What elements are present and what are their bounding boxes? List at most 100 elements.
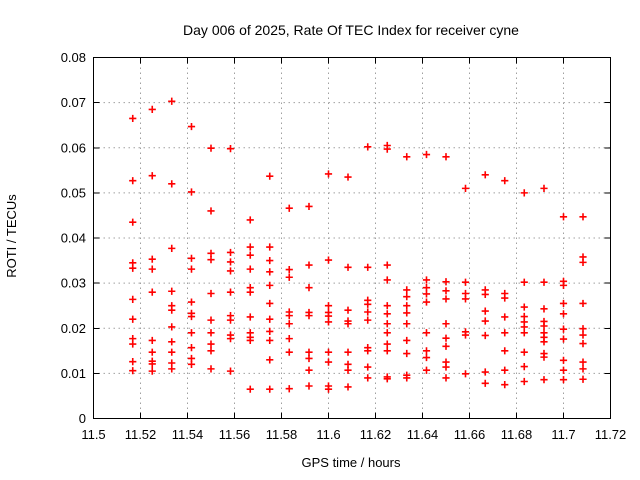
data-point-marker (266, 356, 274, 364)
data-point-marker (442, 374, 450, 382)
data-point-marker (187, 188, 196, 196)
x-tick-label: 11.58 (266, 427, 298, 442)
x-tick-label: 11.52 (125, 427, 157, 442)
y-tick-label: 0.08 (61, 50, 86, 65)
data-point-marker (226, 258, 235, 266)
x-tick-label: 11.6 (316, 427, 340, 442)
data-point-marker (207, 256, 215, 264)
x-tick-label: 11.62 (360, 427, 392, 442)
data-point-marker (305, 348, 313, 356)
data-point-marker (344, 173, 352, 181)
data-point-marker (207, 347, 215, 355)
data-point-marker (364, 347, 372, 355)
data-point-marker (579, 213, 587, 221)
data-point-marker (129, 315, 137, 323)
data-point-marker (501, 177, 509, 185)
data-point-marker (422, 353, 431, 362)
data-point-marker (168, 180, 176, 188)
data-point-marker (579, 365, 587, 373)
data-point-marker (579, 358, 587, 366)
data-point-marker (168, 287, 176, 295)
data-point-marker (344, 348, 352, 356)
data-point-marker (226, 316, 235, 324)
data-point-marker (207, 316, 215, 324)
data-point-marker (168, 97, 176, 105)
data-point-marker (187, 344, 196, 352)
data-point-marker (364, 308, 372, 316)
data-point-marker (344, 263, 352, 271)
data-point-marker (540, 184, 548, 192)
data-point-marker (148, 265, 156, 273)
data-point-marker (520, 329, 528, 337)
data-point-marker (364, 143, 372, 151)
data-point-marker (383, 302, 391, 310)
data-point-marker (403, 320, 411, 328)
data-point-marker (520, 348, 528, 356)
data-point-marker (207, 289, 215, 298)
data-point-marker (520, 189, 528, 197)
data-point-marker (481, 171, 489, 179)
data-point-marker (305, 261, 313, 269)
axes: 11.5 11.52 11.54 11.56 11.58 11.6 11.62 11.64 11… (61, 50, 627, 442)
data-point-marker (520, 377, 528, 386)
data-point-marker (129, 358, 137, 366)
data-point-marker (501, 347, 509, 355)
data-point-marker (442, 287, 450, 295)
data-point-marker (579, 299, 587, 308)
data-point-marker (383, 261, 391, 269)
data-point-marker (168, 365, 176, 373)
data-point-marker (226, 288, 235, 296)
data-point-marker (266, 268, 274, 276)
data-point-marker (285, 204, 293, 212)
data-point-marker (481, 317, 489, 325)
data-point-marker (501, 381, 509, 389)
data-point-marker (364, 263, 372, 271)
data-point-marker (344, 383, 352, 391)
data-point-marker (207, 365, 215, 373)
data-point-marker (422, 150, 431, 159)
data-point-marker (187, 254, 196, 262)
data-point-marker (187, 312, 196, 321)
data-point-marker (481, 379, 489, 387)
data-point-marker (559, 299, 568, 308)
data-point-marker (403, 153, 411, 161)
y-tick-label: 0 (79, 411, 86, 426)
y-tick-label: 0.05 (61, 185, 86, 200)
data-point-marker (383, 320, 391, 328)
data-point-marker (461, 331, 470, 339)
data-point-marker (540, 376, 548, 384)
data-point-marker (442, 363, 450, 371)
data-point-marker (266, 336, 274, 345)
data-point-marker (285, 273, 293, 281)
data-point-marker (129, 367, 137, 375)
data-point-marker (442, 320, 450, 328)
data-point-marker (520, 278, 528, 286)
data-point-marker (364, 300, 372, 308)
data-point-marker (148, 105, 156, 113)
data-point-marker (540, 278, 548, 286)
data-point-marker (422, 347, 431, 355)
data-point-marker (207, 340, 215, 348)
data-point-marker (403, 374, 411, 382)
data-point-marker (168, 244, 176, 252)
data-point-marker (305, 312, 313, 320)
data-point-marker (148, 336, 156, 345)
data-point-marker (364, 363, 372, 371)
data-point-marker (559, 376, 568, 384)
data-point-marker (364, 316, 372, 324)
data-point-marker (285, 265, 293, 274)
data-point-marker (403, 302, 411, 310)
data-point-marker (501, 294, 509, 302)
data-point-marker (540, 338, 548, 346)
data-point-marker (324, 170, 333, 178)
data-point-marker (520, 363, 528, 371)
data-point-marker (481, 331, 489, 340)
data-point-marker (207, 249, 215, 257)
data-point-marker (207, 329, 215, 337)
x-axis-label: GPS time / hours (302, 455, 401, 470)
data-point-marker (324, 256, 333, 264)
data-point-marker (168, 338, 176, 346)
data-point-marker (461, 370, 470, 378)
data-point-marker (305, 202, 313, 211)
